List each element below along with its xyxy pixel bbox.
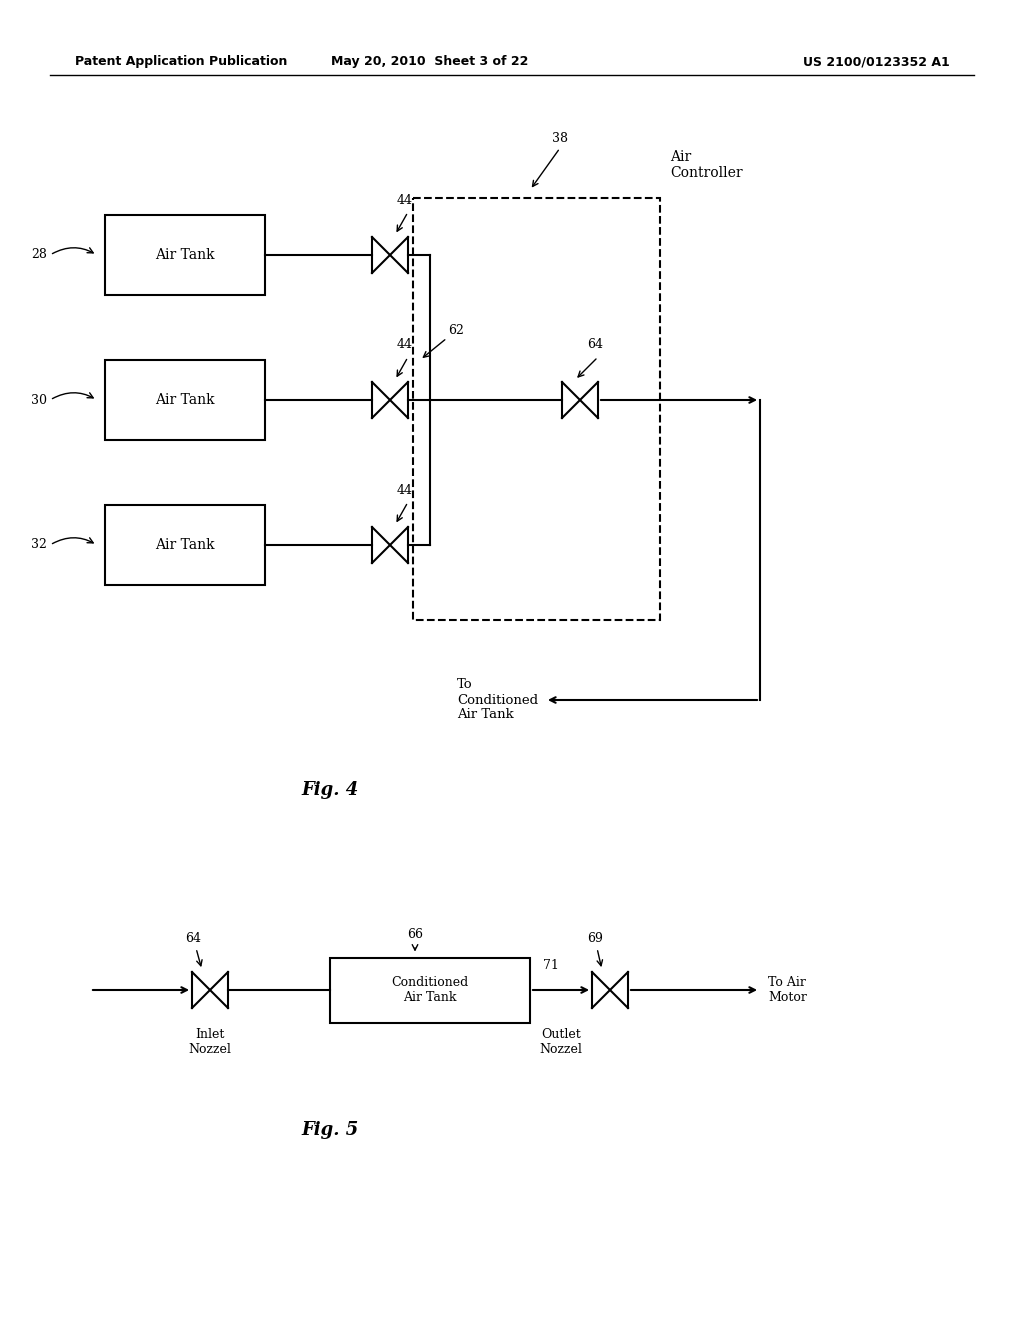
- Bar: [105, 215, 265, 294]
- Text: 44: 44: [397, 338, 413, 351]
- Text: 28: 28: [31, 248, 47, 261]
- Text: 69: 69: [587, 932, 603, 945]
- Bar: [105, 360, 265, 440]
- Text: 62: 62: [449, 323, 464, 337]
- Text: Outlet
Nozzel: Outlet Nozzel: [540, 1028, 583, 1056]
- Text: Fig. 4: Fig. 4: [301, 781, 358, 799]
- Text: 64: 64: [587, 338, 603, 351]
- Bar: [105, 506, 265, 585]
- Text: To Air
Motor: To Air Motor: [768, 975, 807, 1005]
- Text: Conditioned
Air Tank: Conditioned Air Tank: [391, 975, 469, 1005]
- Bar: [413, 198, 660, 620]
- Text: 66: 66: [407, 928, 423, 941]
- Text: 32: 32: [31, 539, 47, 552]
- Text: 44: 44: [397, 194, 413, 206]
- Text: 30: 30: [31, 393, 47, 407]
- Text: Air Tank: Air Tank: [156, 539, 215, 552]
- Text: May 20, 2010  Sheet 3 of 22: May 20, 2010 Sheet 3 of 22: [332, 55, 528, 69]
- Text: 71: 71: [543, 960, 559, 972]
- Text: Inlet
Nozzel: Inlet Nozzel: [188, 1028, 231, 1056]
- Text: US 2100/0123352 A1: US 2100/0123352 A1: [803, 55, 950, 69]
- Text: Air
Controller: Air Controller: [670, 150, 742, 180]
- Text: Air Tank: Air Tank: [156, 393, 215, 407]
- Text: 38: 38: [552, 132, 568, 144]
- Text: 44: 44: [397, 483, 413, 496]
- Text: Patent Application Publication: Patent Application Publication: [75, 55, 288, 69]
- Text: Fig. 5: Fig. 5: [301, 1121, 358, 1139]
- Bar: [330, 957, 530, 1023]
- Text: 64: 64: [185, 932, 201, 945]
- Text: Air Tank: Air Tank: [156, 248, 215, 261]
- Text: To
Conditioned
Air Tank: To Conditioned Air Tank: [457, 678, 538, 722]
